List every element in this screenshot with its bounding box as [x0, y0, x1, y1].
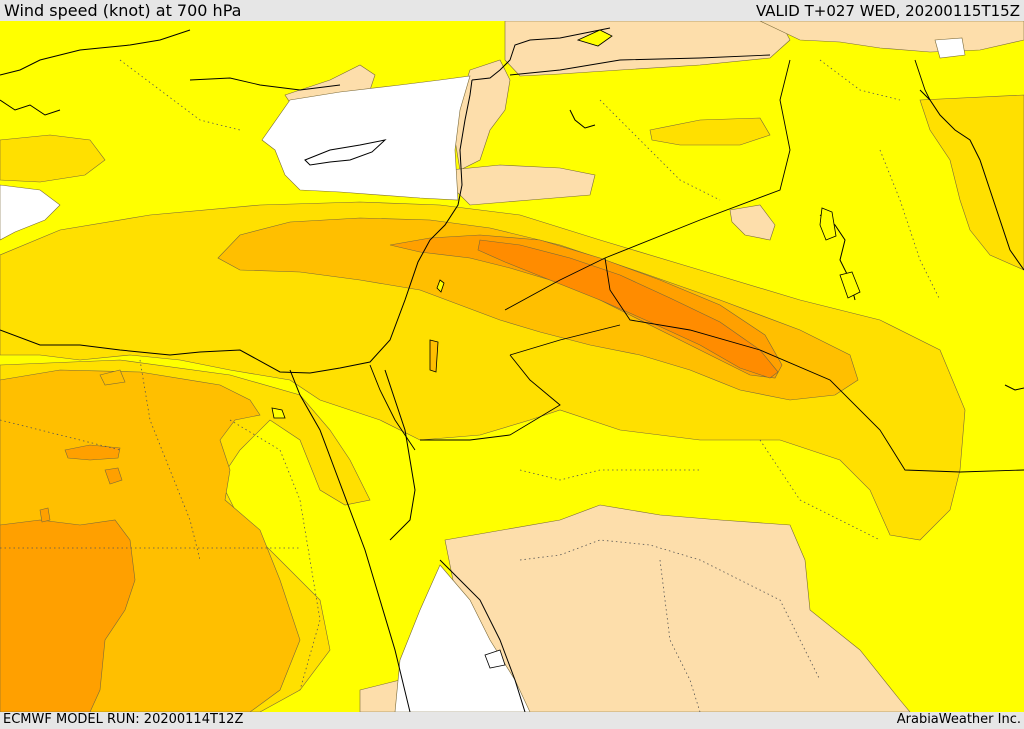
field-extreme-regions	[477, 239, 779, 379]
map-title: Wind speed (knot) at 700 hPa	[4, 1, 242, 20]
lakes-and-islands	[271, 29, 861, 669]
provider-label: ArabiaWeather Inc.	[896, 712, 1021, 727]
wind-speed-map[interactable]	[0, 21, 1024, 712]
model-run-label: ECMWF MODEL RUN: 20200114T12Z	[3, 712, 244, 727]
title-bar: Wind speed (knot) at 700 hPa VALID T+027…	[0, 0, 1024, 21]
coastlines	[0, 27, 1024, 712]
valid-time-label: VALID T+027 WED, 20200115T15Z	[755, 2, 1020, 20]
country-borders	[189, 54, 1024, 473]
province-boundaries	[0, 59, 941, 712]
footer-bar: ECMWF MODEL RUN: 20200114T12Z ArabiaWeat…	[0, 712, 1024, 729]
field-very-low-regions	[0, 37, 966, 712]
